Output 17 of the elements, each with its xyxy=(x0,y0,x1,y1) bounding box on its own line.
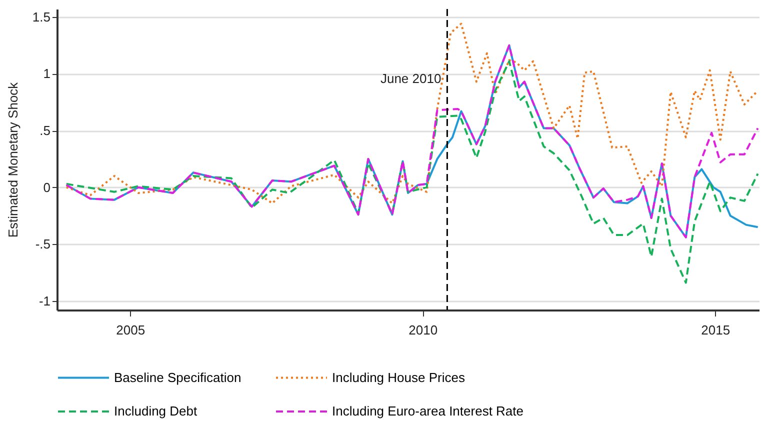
line-series xyxy=(65,22,759,204)
y-tick-label: .5 xyxy=(40,123,50,138)
ref-line-label: June 2010 xyxy=(380,71,442,86)
line-series xyxy=(65,60,759,284)
legend-label: Including House Prices xyxy=(332,370,466,385)
legend-label: Baseline Specification xyxy=(114,370,242,385)
y-tick-label: -.5 xyxy=(35,236,50,252)
legend-label: Including Debt xyxy=(114,404,198,418)
x-tick-label: 2005 xyxy=(116,322,146,338)
legend-label: Including Euro-area Interest Rate xyxy=(332,404,524,418)
y-tick-label: 1.5 xyxy=(32,9,50,24)
y-tick-label: 1 xyxy=(43,66,50,82)
y-axis-title: Estimated Monetary Shock xyxy=(5,82,20,238)
y-tick-label: -1 xyxy=(38,293,50,308)
y-tick-label: 0 xyxy=(43,180,50,195)
x-tick-label: 2010 xyxy=(408,322,438,338)
x-tick-label: 2015 xyxy=(701,322,730,338)
